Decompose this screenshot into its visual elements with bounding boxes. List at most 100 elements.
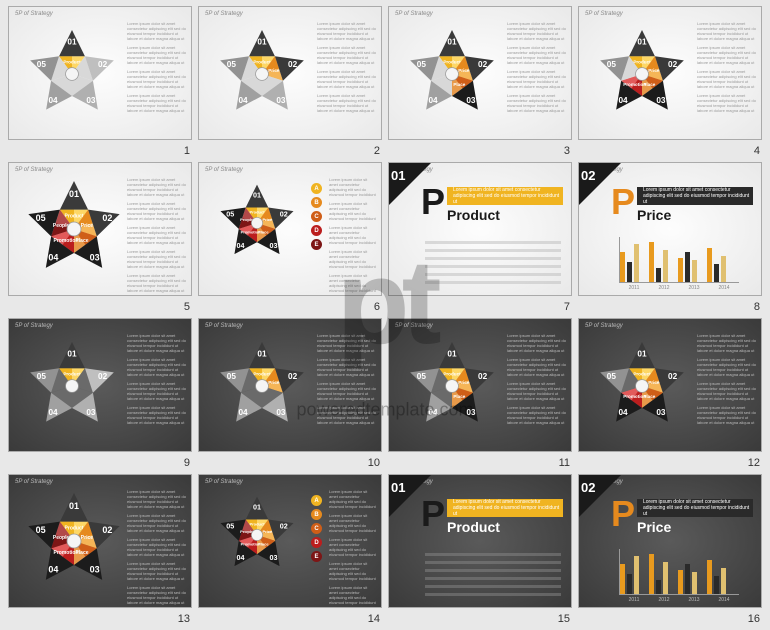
svg-text:Price: Price bbox=[81, 223, 93, 229]
letter-p: P bbox=[611, 181, 635, 223]
thumbnail-cell[interactable]: 5P of Strategy01Product02Price03Place04P… bbox=[198, 474, 382, 622]
thumbnail-cell[interactable]: 5P of Strategy01 P Lorem ipsum dolor sit… bbox=[388, 474, 572, 622]
svg-text:01: 01 bbox=[447, 38, 457, 47]
lorem-block: Lorem ipsum dolor sit amet consectetur a… bbox=[127, 585, 187, 605]
svg-text:02: 02 bbox=[102, 525, 112, 535]
thumbnail-cell[interactable]: 5P of Strategy01Product02Price030405Lore… bbox=[198, 6, 382, 154]
lorem-block: Lorem ipsum dolor sit amet consectetur a… bbox=[697, 69, 757, 89]
thumbnail-cell[interactable]: 5P of Strategy01Product02Price03Place040… bbox=[388, 318, 572, 466]
legend-item: B bbox=[311, 509, 322, 520]
svg-text:Promotion: Promotion bbox=[623, 394, 646, 399]
svg-text:03: 03 bbox=[90, 252, 100, 262]
bar bbox=[663, 250, 668, 282]
svg-text:03: 03 bbox=[270, 241, 278, 250]
svg-text:Product: Product bbox=[253, 371, 271, 376]
svg-text:02: 02 bbox=[288, 372, 298, 381]
lorem-block: Lorem ipsum dolor sit amet consectetur a… bbox=[507, 21, 567, 41]
letter-p: P bbox=[421, 181, 445, 223]
lorem-block: Lorem ipsum dolor sit amet consectetur a… bbox=[127, 93, 187, 113]
thumbnail-number: 15 bbox=[558, 613, 570, 625]
svg-text:Price: Price bbox=[81, 535, 93, 541]
svg-text:04: 04 bbox=[238, 408, 248, 417]
thumbnail-cell[interactable]: 5P of Strategy02 P Lorem ipsum dolor sit… bbox=[578, 162, 762, 310]
svg-text:03: 03 bbox=[656, 96, 666, 105]
thumbnail-cell[interactable]: 5P of Strategy01Product02Price03Place040… bbox=[388, 6, 572, 154]
thumbnail-cell[interactable]: 5P of Strategy01Product02Price030405Lore… bbox=[198, 318, 382, 466]
lorem-block: Lorem ipsum dolor sit amet consectetur a… bbox=[697, 381, 757, 401]
bar bbox=[707, 248, 712, 282]
thumbnail-number: 1 bbox=[184, 145, 190, 157]
thumbnail-cell[interactable]: 5P of Strategy02 P Lorem ipsum dolor sit… bbox=[578, 474, 762, 622]
thumbnail-cell[interactable]: 5P of Strategy01Product02030405Lorem ips… bbox=[8, 318, 192, 466]
slide: 5P of Strategy01Product02030405Lorem ips… bbox=[8, 6, 192, 140]
lorem-block: Lorem ipsum dolor sit amet consectetur a… bbox=[127, 249, 187, 269]
bar bbox=[685, 564, 690, 594]
svg-text:01: 01 bbox=[253, 190, 261, 199]
svg-text:01: 01 bbox=[447, 350, 457, 359]
svg-text:02: 02 bbox=[98, 60, 108, 69]
thumbnail-cell[interactable]: 5P of Strategy01Product02Price03Place04P… bbox=[578, 318, 762, 466]
svg-text:01: 01 bbox=[69, 501, 79, 511]
bar bbox=[634, 244, 639, 282]
bar bbox=[634, 556, 639, 594]
text-lines bbox=[425, 553, 561, 599]
thumbnail-cell[interactable]: 5P of Strategy01Product02Price03Place04P… bbox=[8, 162, 192, 310]
slide: 5P of Strategy01Product02Price03Place04P… bbox=[578, 318, 762, 452]
svg-text:05: 05 bbox=[227, 372, 237, 381]
p-title: Product bbox=[447, 207, 500, 223]
legend-item: E bbox=[311, 551, 322, 562]
lorem-block: Lorem ipsum dolor sit amet consectetur a… bbox=[329, 249, 377, 269]
legend: ABCDE bbox=[311, 495, 329, 562]
bar bbox=[678, 570, 683, 594]
svg-text:04: 04 bbox=[48, 564, 58, 574]
lorem-block: Lorem ipsum dolor sit amet consectetur a… bbox=[507, 357, 567, 377]
corner-number: 02 bbox=[581, 480, 595, 495]
svg-text:Promotion: Promotion bbox=[54, 550, 79, 556]
bar bbox=[627, 262, 632, 282]
svg-text:03: 03 bbox=[86, 96, 96, 105]
slide: 5P of Strategy01Product02030405Lorem ips… bbox=[8, 318, 192, 452]
text-column: Lorem ipsum dolor sit amet consectetur a… bbox=[317, 21, 377, 113]
thumbnail-cell[interactable]: 5P of Strategy01Product02Price03Place04P… bbox=[578, 6, 762, 154]
lorem-block: Lorem ipsum dolor sit amet consectetur a… bbox=[329, 513, 377, 533]
thumbnail-cell[interactable]: 5P of Strategy01 P Lorem ipsum dolor sit… bbox=[388, 162, 572, 310]
lorem-block: Lorem ipsum dolor sit amet consectetur a… bbox=[329, 225, 377, 245]
bar-chart bbox=[619, 549, 739, 595]
slide-title: 5P of Strategy bbox=[585, 323, 623, 329]
svg-text:Product: Product bbox=[633, 371, 651, 376]
bar bbox=[692, 260, 697, 282]
slide: 5P of Strategy01Product02Price03Place04P… bbox=[198, 162, 382, 296]
svg-text:04: 04 bbox=[618, 408, 628, 417]
text-column: Lorem ipsum dolor sit amet consectetur a… bbox=[329, 489, 377, 605]
lorem-block: Lorem ipsum dolor sit amet consectetur a… bbox=[329, 201, 377, 221]
text-column: Lorem ipsum dolor sit amet consectetur a… bbox=[507, 21, 567, 113]
svg-text:Price: Price bbox=[262, 529, 273, 534]
thumbnail-cell[interactable]: 5P of Strategy01Product02030405Lorem ips… bbox=[8, 6, 192, 154]
slide: 5P of Strategy01Product02Price03Place04P… bbox=[198, 474, 382, 608]
svg-text:Price: Price bbox=[648, 68, 660, 73]
svg-text:01: 01 bbox=[257, 350, 267, 359]
slide-grid: 5P of Strategy 01 Product 02 03 04 05 Lorem ips… bbox=[0, 0, 770, 628]
lorem-block: Lorem ipsum dolor sit amet consectetur a… bbox=[317, 333, 377, 353]
text-column: Lorem ipsum dolor sit amet consectetur a… bbox=[697, 333, 757, 425]
bar-chart bbox=[619, 237, 739, 283]
thumbnail-cell[interactable]: 5P of Strategy01Product02Price03Place04P… bbox=[198, 162, 382, 310]
svg-text:Product: Product bbox=[249, 522, 265, 527]
highlight-bar: Lorem ipsum dolor sit amet consectetur a… bbox=[637, 187, 753, 205]
bar bbox=[656, 268, 661, 282]
bar bbox=[692, 572, 697, 594]
text-column: Lorem ipsum dolor sit amet consectetur a… bbox=[329, 177, 377, 293]
slide: 5P of Strategy01 P Lorem ipsum dolor sit… bbox=[388, 162, 572, 296]
svg-text:01: 01 bbox=[253, 502, 261, 511]
thumbnail-cell[interactable]: 5P of Strategy01Product02Price03Place04P… bbox=[8, 474, 192, 622]
thumbnail-number: 4 bbox=[754, 145, 760, 157]
slide: 5P of Strategy01Product02Price03Place04P… bbox=[578, 6, 762, 140]
slide-title: 5P of Strategy bbox=[395, 323, 433, 329]
lorem-block: Lorem ipsum dolor sit amet consectetur a… bbox=[697, 45, 757, 65]
slide-title: 5P of Strategy bbox=[395, 11, 433, 17]
thumbnail-number: 8 bbox=[754, 301, 760, 313]
svg-text:02: 02 bbox=[102, 213, 112, 223]
svg-text:Price: Price bbox=[648, 380, 660, 385]
letter-p: P bbox=[611, 493, 635, 535]
slide-title: 5P of Strategy bbox=[205, 11, 243, 17]
